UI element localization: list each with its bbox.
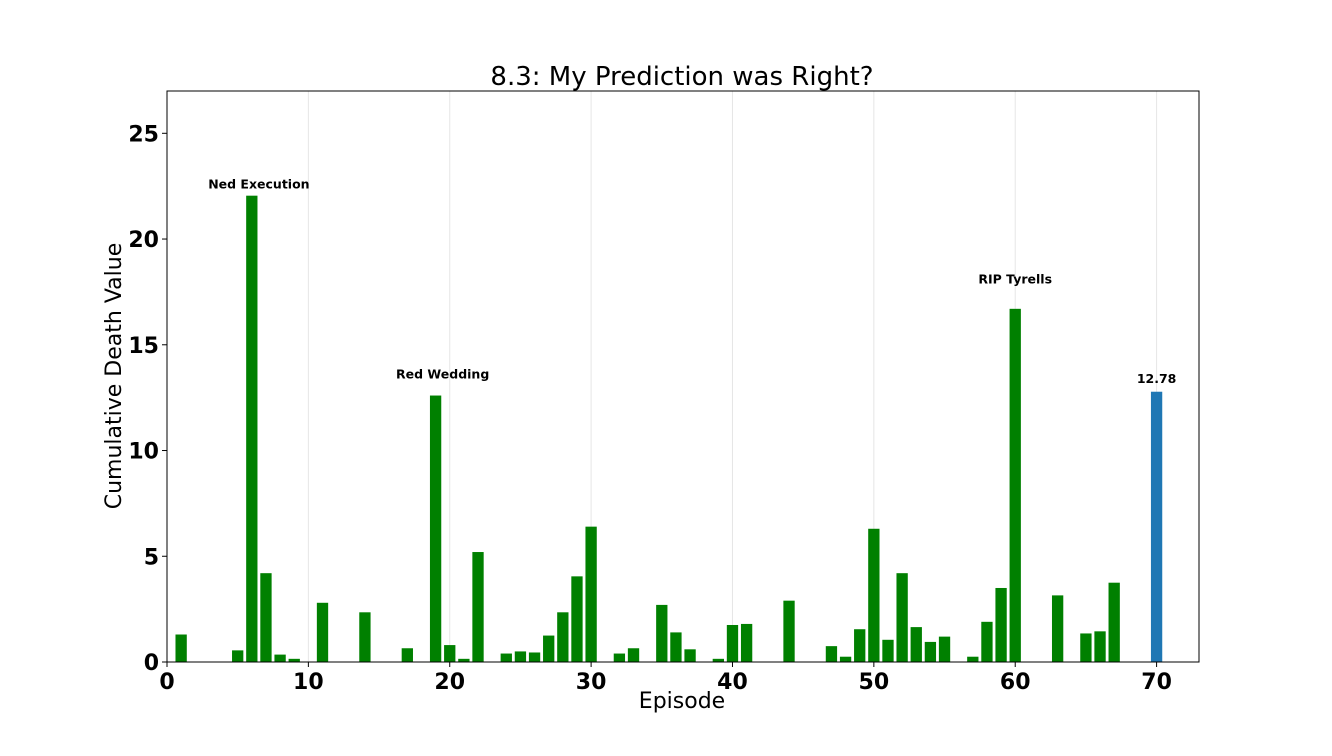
bar	[232, 650, 243, 662]
y-tick-label: 10	[128, 440, 159, 465]
bar	[246, 196, 257, 662]
y-tick-label: 15	[128, 334, 159, 359]
bar	[727, 625, 738, 662]
bar	[840, 657, 851, 662]
bar	[515, 651, 526, 662]
annotation-label: RIP Tyrells	[978, 271, 1052, 286]
bar	[472, 552, 483, 662]
bar	[359, 612, 370, 662]
bar	[882, 640, 893, 662]
bar	[911, 627, 922, 662]
x-tick-label: 0	[159, 670, 174, 695]
bar	[995, 588, 1006, 662]
y-tick-label: 0	[144, 651, 159, 676]
bar	[656, 605, 667, 662]
bar	[585, 527, 596, 662]
bar	[260, 573, 271, 662]
bar	[741, 624, 752, 662]
bar	[444, 645, 455, 662]
annotation-label: Red Wedding	[396, 367, 489, 382]
bar	[783, 601, 794, 662]
x-tick-label: 60	[1000, 670, 1031, 695]
bar	[939, 637, 950, 662]
bar	[614, 654, 625, 662]
bar	[670, 632, 681, 662]
bar	[571, 576, 582, 662]
y-tick-label: 5	[144, 545, 159, 570]
x-tick-label: 30	[576, 670, 607, 695]
bar	[430, 396, 441, 662]
bar	[1080, 633, 1091, 662]
bar	[175, 635, 186, 662]
x-tick-label: 20	[434, 670, 465, 695]
bar	[896, 573, 907, 662]
y-axis-label: Cumulative Death Value	[102, 243, 127, 510]
y-tick-label: 25	[128, 122, 159, 147]
bar	[501, 654, 512, 662]
annotation-label: Ned Execution	[208, 176, 309, 191]
bar	[868, 529, 879, 662]
bar	[274, 655, 285, 662]
bar	[684, 649, 695, 662]
x-tick-label: 10	[293, 670, 324, 695]
bar	[854, 629, 865, 662]
x-tick-label: 50	[859, 670, 890, 695]
chart-title: 8.3: My Prediction was Right?	[490, 62, 873, 92]
bar	[1109, 583, 1120, 662]
bar	[529, 652, 540, 662]
prediction-bar	[1151, 392, 1162, 662]
bar	[925, 642, 936, 662]
bar	[317, 603, 328, 662]
bar	[1010, 309, 1021, 662]
bar	[1052, 595, 1063, 662]
annotation-label: 12.78	[1137, 371, 1177, 386]
bar	[543, 636, 554, 662]
bar	[1094, 631, 1105, 662]
bar	[967, 657, 978, 662]
bar	[402, 648, 413, 662]
bar	[981, 622, 992, 662]
bar	[628, 648, 639, 662]
bar	[557, 612, 568, 662]
bar	[826, 646, 837, 662]
y-tick-label: 20	[128, 228, 159, 253]
x-tick-label: 70	[1141, 670, 1172, 695]
x-axis-label: Episode	[639, 689, 725, 714]
